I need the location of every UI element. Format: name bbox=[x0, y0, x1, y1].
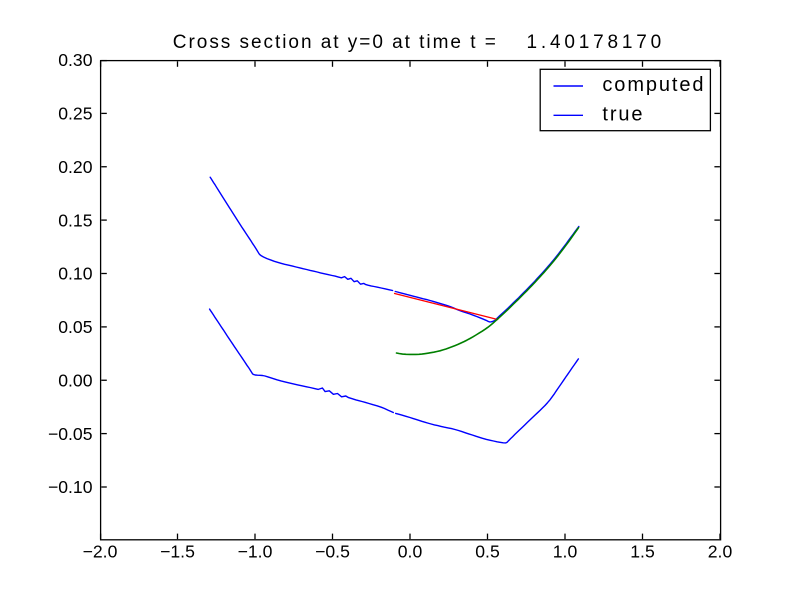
svg-text:1.5: 1.5 bbox=[630, 542, 655, 562]
svg-text:0.15: 0.15 bbox=[58, 210, 92, 230]
svg-text:−0.10: −0.10 bbox=[48, 477, 93, 497]
svg-text:−0.05: −0.05 bbox=[48, 424, 93, 444]
svg-text:1.40178170: 1.40178170 bbox=[527, 32, 662, 53]
svg-text:0.00: 0.00 bbox=[58, 370, 92, 390]
svg-text:2.0: 2.0 bbox=[708, 542, 733, 562]
svg-text:Cross section at y=0 at time t: Cross section at y=0 at time t = bbox=[173, 32, 496, 53]
svg-text:0.30: 0.30 bbox=[58, 50, 92, 70]
svg-text:−1.0: −1.0 bbox=[238, 542, 273, 562]
svg-text:computed: computed bbox=[602, 74, 705, 96]
svg-text:1.0: 1.0 bbox=[553, 542, 578, 562]
svg-text:true: true bbox=[602, 104, 644, 126]
svg-text:−1.5: −1.5 bbox=[160, 542, 195, 562]
svg-text:0.10: 0.10 bbox=[58, 264, 92, 284]
svg-text:−0.5: −0.5 bbox=[315, 542, 350, 562]
svg-text:0.0: 0.0 bbox=[398, 542, 423, 562]
svg-text:0.05: 0.05 bbox=[58, 317, 92, 337]
svg-text:0.25: 0.25 bbox=[58, 104, 92, 124]
svg-text:0.20: 0.20 bbox=[58, 157, 92, 177]
svg-text:0.5: 0.5 bbox=[475, 542, 500, 562]
svg-text:−2.0: −2.0 bbox=[83, 542, 118, 562]
